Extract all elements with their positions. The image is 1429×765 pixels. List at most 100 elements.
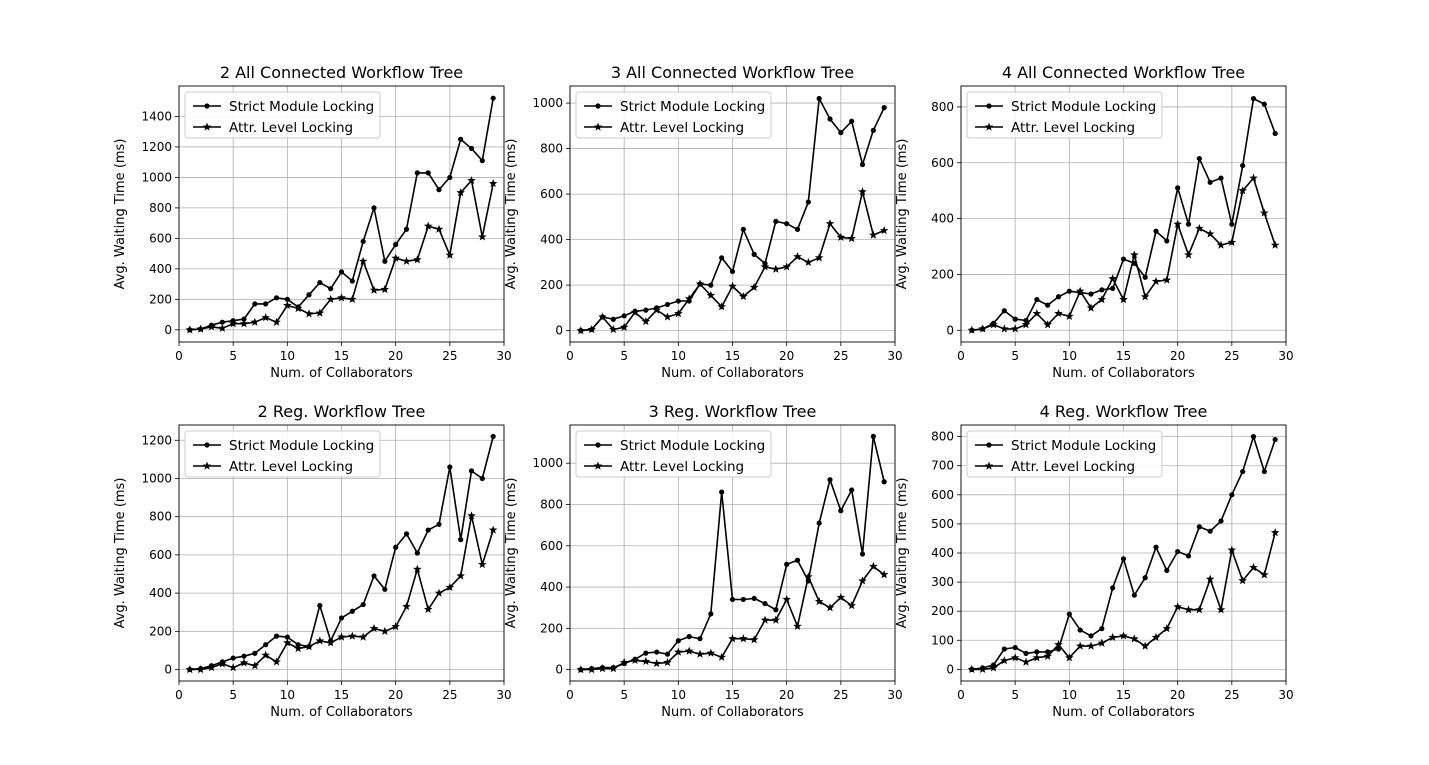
y-tick-label-4: 800	[149, 201, 172, 215]
series-2-point-26	[847, 601, 856, 610]
series-1-point-26	[849, 487, 855, 493]
x-tick-label-6: 30	[1278, 688, 1293, 702]
series-2-point-27	[858, 187, 867, 196]
series-2-point-14	[1108, 274, 1117, 283]
series-1-point-22	[805, 199, 811, 205]
y-tick-label-0: 0	[164, 663, 172, 677]
series-1-point-20	[393, 241, 399, 248]
x-tick-label-1: 5	[229, 688, 237, 702]
x-tick-label-3: 15	[1116, 349, 1131, 363]
series-2-point-19	[1162, 624, 1172, 633]
series-2-point-12	[695, 649, 705, 658]
series-1-point-9	[1055, 294, 1062, 300]
series-2-point-2	[196, 324, 205, 333]
legend-box	[966, 430, 1163, 478]
x-tick-label-4: 20	[1170, 688, 1185, 702]
series-1-point-7	[1034, 296, 1040, 303]
series-2-point-17	[1140, 292, 1150, 301]
series-2-point-4	[609, 664, 618, 673]
series-2-point-29	[879, 570, 889, 579]
axes-frame	[960, 424, 1287, 682]
series-1-point-5	[1012, 316, 1018, 322]
series-2-point-1	[967, 325, 977, 334]
y-tick-label-0: 0	[555, 663, 563, 677]
series-2-point-9	[272, 657, 281, 666]
series-1-point-10	[284, 634, 290, 640]
chart-title: 4 Reg. Workflow Tree	[1040, 402, 1208, 421]
series-1-point-8	[263, 642, 269, 648]
series-1-point-25	[838, 130, 844, 136]
x-tick-label-0: 0	[566, 349, 574, 363]
series-1-point-16	[740, 596, 746, 603]
series-1-point-7	[1034, 649, 1040, 655]
series-1-point-14	[1110, 585, 1116, 591]
x-tick-label-6: 30	[1278, 349, 1293, 363]
series-2-point-19	[771, 615, 781, 624]
y-tick-label-3: 600	[149, 231, 172, 245]
y-tick-label-6: 1200	[141, 433, 172, 447]
series-2-point-10	[283, 300, 292, 310]
series-2-point-18	[1151, 632, 1161, 641]
x-tick-label-3: 15	[725, 349, 740, 363]
series-2-point-22	[1195, 223, 1204, 233]
x-tick-label-0: 0	[566, 688, 574, 702]
series-1-point-17	[1142, 575, 1148, 581]
series-2-point-8	[1043, 320, 1052, 329]
series-2-point-6	[239, 319, 249, 328]
x-tick-label-2: 10	[671, 688, 686, 702]
series-2-point-10	[674, 309, 683, 318]
series-2-point-10	[283, 638, 292, 647]
series-2-point-2	[978, 324, 987, 333]
y-tick-label-1: 200	[149, 624, 172, 638]
y-tick-label-0: 0	[555, 324, 563, 338]
subplot-2: 0 5 10 15 20 25 30 0 200 400 600 800 1000 3 All Conne…	[504, 63, 903, 381]
y-tick-label-0: 0	[946, 662, 954, 676]
series-1-point-21	[794, 226, 801, 232]
series-2-point-24	[1216, 240, 1226, 249]
series-1-point-15	[338, 615, 345, 621]
series-1-point-17	[360, 601, 366, 608]
series-2-point-8	[261, 650, 270, 659]
series-1-point-12	[1088, 291, 1094, 297]
series-1-point-7	[643, 650, 649, 656]
legend-star-marker	[984, 122, 994, 131]
x-tick-label-1: 5	[1011, 349, 1019, 363]
legend-label-2: Attr. Level Locking	[620, 459, 744, 475]
legend-box	[184, 430, 381, 478]
series-1-point-23	[425, 527, 431, 533]
series-1-point-17	[751, 595, 757, 602]
series-1-point-26	[1240, 162, 1246, 169]
legend-label-1: Strict Module Locking	[229, 438, 374, 454]
legend-star-marker	[202, 122, 212, 131]
series-2-point-21	[1184, 605, 1193, 614]
axes-frame	[178, 85, 505, 343]
series-2-point-22	[413, 564, 422, 573]
series-2-point-5	[619, 322, 629, 331]
series-2-point-8	[652, 305, 661, 314]
x-axis-label: Num. of Collaborators	[661, 705, 804, 720]
y-tick-label-2: 400	[931, 212, 954, 226]
series-2-point-8	[1043, 651, 1052, 660]
series-1-point-29	[490, 433, 496, 440]
series-2-point-24	[1216, 605, 1226, 614]
series-2-point-13	[706, 648, 716, 657]
y-axis-label: Avg. Waiting Time (ms)	[895, 478, 910, 629]
series-1-point-18	[371, 573, 377, 579]
series-2-point-22	[804, 572, 813, 581]
x-tick-label-6: 30	[496, 349, 511, 363]
series-2-point-17	[358, 256, 368, 265]
series-1-point-13	[708, 611, 714, 617]
y-axis-label: Avg. Waiting Time (ms)	[113, 478, 128, 629]
series-1-point-23	[425, 170, 431, 176]
series-2-point-13	[315, 308, 325, 317]
series-1-point-19	[382, 586, 388, 592]
series-2-point-5	[1010, 653, 1020, 662]
legend-box	[575, 91, 772, 139]
series-1-point-6	[241, 316, 247, 322]
series-2-point-19	[771, 264, 781, 273]
series-2-point-23	[814, 253, 824, 262]
axes-frame	[569, 424, 896, 682]
series-2-point-27	[858, 576, 867, 585]
series-1-point-13	[1099, 626, 1105, 632]
